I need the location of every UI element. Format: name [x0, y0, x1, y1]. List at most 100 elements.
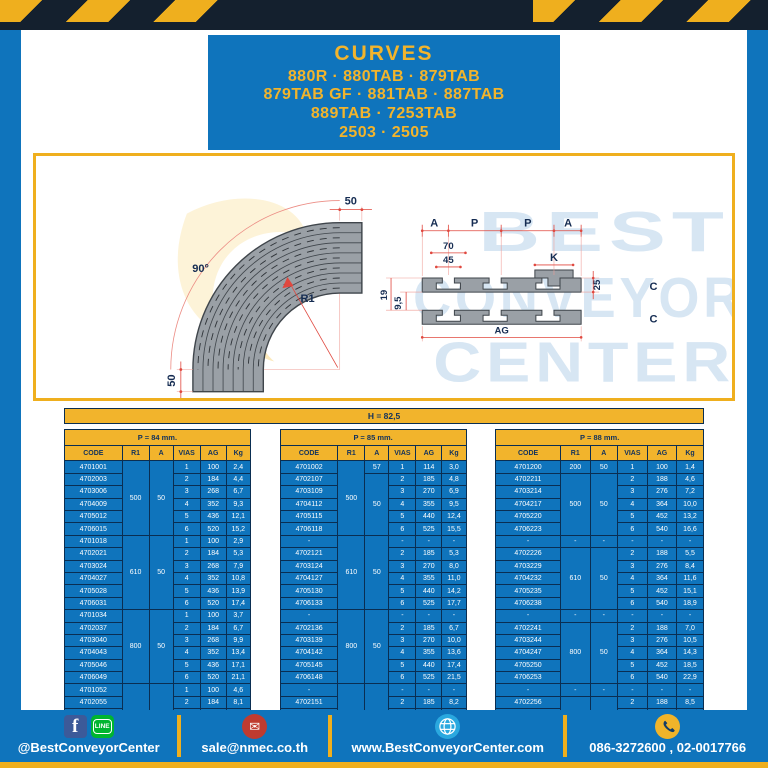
table-row: 4704043 4 352 13,4: [64, 646, 251, 660]
table-row: 4704112 4 355 9,5: [279, 497, 467, 512]
table-cell: 4: [616, 497, 648, 512]
table-cell: 16,6: [675, 522, 705, 536]
table-cell: -: [559, 609, 591, 623]
table-cell: -: [279, 683, 339, 697]
table-cell: 440: [415, 584, 443, 598]
table-cell: 2: [616, 472, 648, 487]
table-cell: -: [675, 534, 705, 549]
table-cell: 7,0: [675, 621, 705, 635]
table-cell: 17,4: [225, 596, 251, 611]
table-cell: -: [495, 609, 561, 623]
table-cell: 2: [172, 695, 201, 710]
table-cell: 50: [364, 534, 390, 611]
table-row: 4702107 50 2 185 4,8: [279, 472, 467, 536]
watermark-text: BEST: [479, 200, 730, 263]
table-cell: 452: [646, 584, 677, 598]
table-row: 4702055 2 184 8,1: [64, 695, 251, 710]
table-cell: 4705235: [495, 584, 561, 598]
table-cell: 270: [415, 559, 443, 573]
footer-website: www.BestConveyorCenter.com: [332, 710, 563, 768]
column-header: Kg: [675, 445, 705, 462]
table-cell: 540: [646, 596, 677, 611]
table-cell: 4705220: [495, 509, 561, 524]
table-cell: 14,2: [441, 584, 467, 598]
table-row: 4704142 4 355 13,6: [279, 646, 467, 660]
table-cell: 6: [172, 522, 201, 536]
table-cell: 4701200: [495, 460, 561, 474]
table-cell: 3: [388, 633, 417, 648]
table-cell: 100: [646, 460, 677, 474]
table-cell: 21,5: [441, 671, 467, 685]
table-cell: 188: [646, 621, 677, 635]
phone-icon: [655, 714, 681, 739]
technical-drawing: BEST CONVEYOR CENTER: [166, 196, 732, 399]
table-cell: 452: [646, 658, 677, 673]
table-cell: -: [441, 534, 467, 549]
table-row: 4702151 2 185 8,2: [279, 695, 467, 710]
table-row: 4704127 4 355 11,0: [279, 571, 467, 586]
table-cell: 525: [415, 596, 443, 611]
table-cell: 4705250: [495, 658, 561, 673]
table-cell: 4701052: [64, 683, 123, 697]
table-cell: 100: [199, 534, 227, 549]
table-row: 4705028 5 436 13,9: [64, 584, 251, 598]
table-cell: -: [559, 683, 591, 697]
table-row: 4703006 3 268 6,7: [64, 485, 251, 499]
table-row: 4701001 500 50 1 100 2,4: [64, 460, 251, 536]
table-cell: 5: [172, 658, 201, 673]
table-cell: -: [675, 609, 705, 623]
table-cell: 4703109: [279, 485, 339, 499]
table-cell: 5: [172, 509, 201, 524]
table-cell: 4: [172, 497, 201, 512]
table-cell: 3: [616, 485, 648, 499]
line-icon-text: LINE: [92, 719, 112, 734]
table-cell: 17,7: [441, 596, 467, 611]
table-row: -800 50- - -: [279, 609, 467, 685]
page-title: CURVES: [334, 42, 434, 65]
table-cell: 4702256: [495, 695, 561, 710]
table-cell: 184: [199, 621, 227, 635]
table-cell: -: [388, 609, 417, 623]
footer-divider: [328, 715, 332, 757]
table-cell: 50: [589, 547, 618, 611]
table-cell: 6: [388, 596, 417, 611]
table-cell: 50: [364, 609, 390, 685]
column-header: R1: [121, 445, 150, 462]
table-cell: 6: [172, 596, 201, 611]
table-cell: 4704009: [64, 497, 123, 512]
website-url: www.BestConveyorCenter.com: [351, 740, 544, 755]
table-cell: 185: [415, 695, 443, 710]
table-cell: 4704112: [279, 497, 339, 512]
table-cell: 188: [646, 547, 677, 561]
table-cell: 276: [646, 559, 677, 573]
dim-ag: AG: [495, 326, 509, 337]
footer-social: f LINE @BestConveyorCenter: [0, 710, 177, 768]
table-row: 4706148 6 525 21,5: [279, 671, 467, 685]
column-header: CODE: [495, 445, 561, 462]
dim-9-5: 9,5: [393, 296, 404, 310]
column-header: VIAS: [388, 445, 417, 462]
table-cell: 4702121: [279, 547, 339, 561]
table-cell: 4706253: [495, 671, 561, 685]
table-cell: 114: [415, 460, 443, 474]
table-cell: 540: [646, 671, 677, 685]
table-cell: 800: [337, 609, 366, 685]
table-cell: 185: [415, 547, 443, 561]
table-cell: 13,6: [441, 646, 467, 660]
table-cell: -: [279, 609, 339, 623]
table-cell: 6: [388, 671, 417, 685]
table-cell: 12,1: [225, 509, 251, 524]
table-row: -610 50- - -: [279, 534, 467, 611]
table-cell: -: [675, 683, 705, 697]
table-cell: 50: [589, 460, 618, 474]
table-cell: 4704142: [279, 646, 339, 660]
line-icon: LINE: [90, 715, 114, 738]
table-cell: 4704127: [279, 571, 339, 586]
table-cell: 4704232: [495, 571, 561, 586]
table-row: 4706238 6 540 18,9: [495, 596, 705, 611]
table-cell: 364: [646, 571, 677, 586]
table-cell: 4703006: [64, 485, 123, 499]
table-cell: 10,0: [441, 633, 467, 648]
table-cell: 14,3: [675, 646, 705, 660]
table-cell: 4702055: [64, 695, 123, 710]
